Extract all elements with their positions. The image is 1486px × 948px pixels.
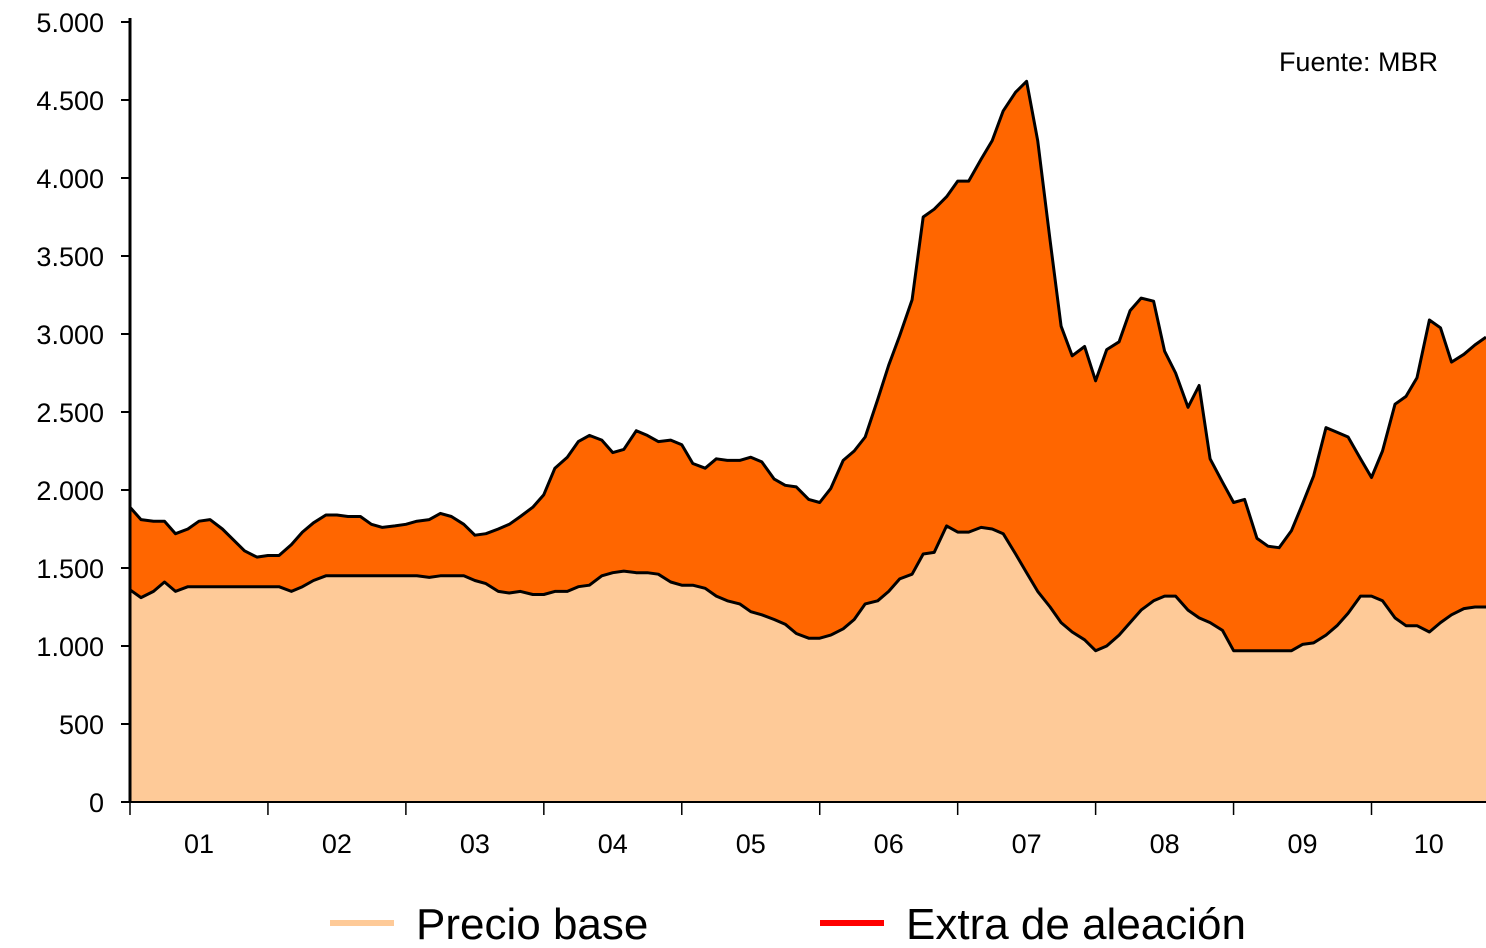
x-tick-label: 01: [184, 829, 214, 859]
legend-item: Precio base: [330, 900, 648, 948]
legend-label: Precio base: [416, 900, 648, 948]
y-tick-label: 4.000: [36, 164, 104, 194]
y-tick-label: 500: [59, 710, 104, 740]
y-tick-label: 5.000: [36, 8, 104, 38]
y-tick-label: 2.000: [36, 476, 104, 506]
x-tick-label: 02: [322, 829, 352, 859]
x-tick-label: 10: [1414, 829, 1444, 859]
x-tick-label: 09: [1288, 829, 1318, 859]
total-price-line: [128, 79, 1486, 559]
base-price-area: [130, 525, 1486, 802]
x-tick-label: 06: [874, 829, 904, 859]
y-tick-label: 0: [89, 788, 104, 818]
y-tick-label: 4.500: [36, 86, 104, 116]
y-tick-label: 3.000: [36, 320, 104, 350]
legend-item: Extra de aleación: [820, 900, 1246, 948]
base-price-line: [129, 524, 1486, 653]
y-tick-label: 3.500: [36, 242, 104, 272]
x-tick-label: 03: [460, 829, 490, 859]
x-tick-label: 05: [736, 829, 766, 859]
x-tick-label: 07: [1012, 829, 1042, 859]
y-tick-label: 2.500: [36, 398, 104, 428]
x-tick-label: 08: [1150, 829, 1180, 859]
y-tick-label: 1.500: [36, 554, 104, 584]
y-tick-label: 1.000: [36, 632, 104, 662]
source-note: Fuente: MBR: [1279, 47, 1438, 77]
x-tick-label: 04: [598, 829, 628, 859]
legend-label: Extra de aleación: [906, 900, 1246, 948]
